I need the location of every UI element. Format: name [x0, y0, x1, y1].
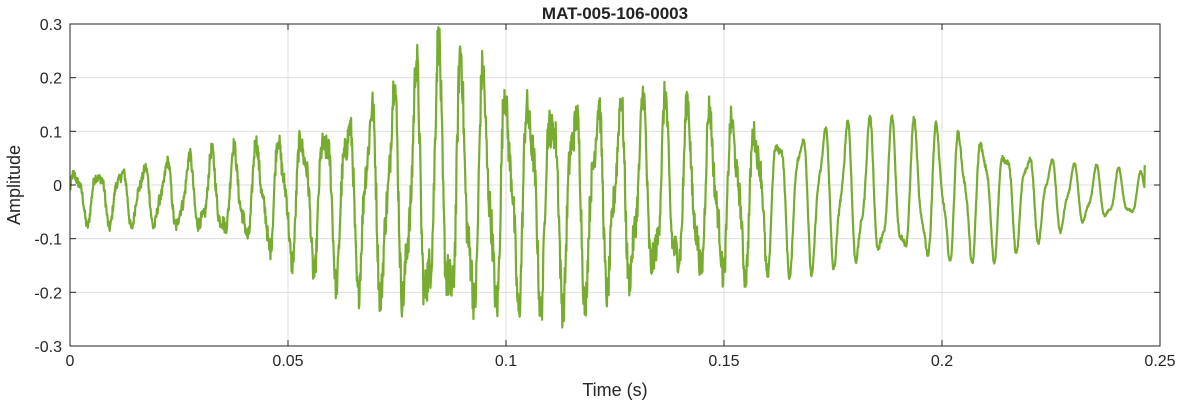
- x-tick-label: 0.2: [931, 353, 953, 370]
- x-tick-label: 0.15: [708, 353, 739, 370]
- y-tick-label: -0.3: [34, 339, 62, 356]
- x-axis-label: Time (s): [582, 380, 647, 400]
- y-tick-label: 0.1: [40, 124, 62, 141]
- y-axis-label: Amplitude: [4, 145, 24, 225]
- y-tick-label: 0.3: [40, 17, 62, 34]
- x-tick-label: 0: [66, 353, 75, 370]
- series-line: [69, 26, 1146, 329]
- y-tick-label: -0.1: [34, 232, 62, 249]
- x-tick-label: 0.25: [1144, 353, 1175, 370]
- ticks: 0 0.05 0.1 0.15 0.2 0.25 -0.3 -0.2 -0.1 0 0.1 0.2 0.…: [34, 17, 1175, 370]
- y-tick-label: 0: [53, 178, 62, 195]
- y-tick-label: 0.2: [40, 71, 62, 88]
- x-tick-label: 0.1: [495, 353, 517, 370]
- chart-title: MAT-005-106-0003: [542, 4, 688, 23]
- series-layer: [69, 26, 1146, 329]
- x-tick-label: 0.05: [272, 353, 303, 370]
- y-tick-label: -0.2: [34, 285, 62, 302]
